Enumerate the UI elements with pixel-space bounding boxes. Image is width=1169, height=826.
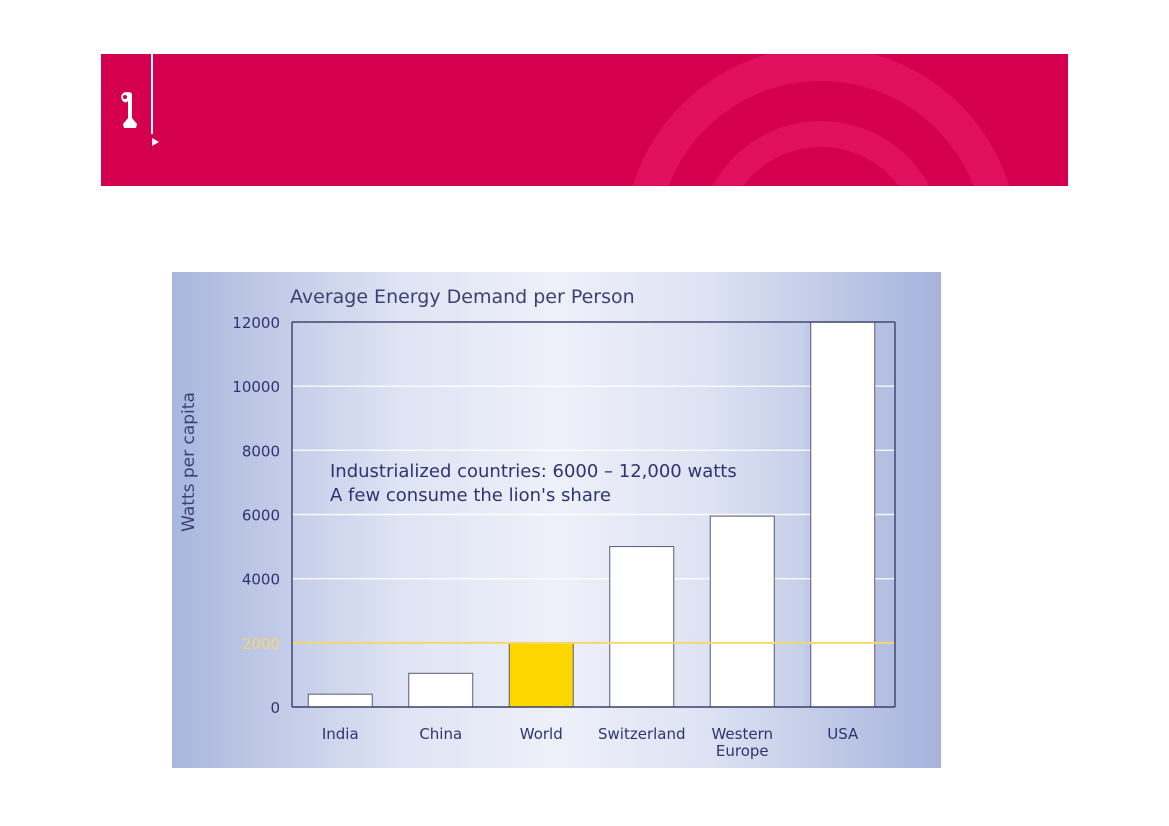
y-tick-label-10000: 10000 [232,378,280,396]
y-tick-label-2000: 2000 [242,635,280,653]
y-axis-label: Watts per capita [179,392,199,532]
bar-china [408,672,474,708]
basel-staff-logo-icon [121,92,137,128]
gridlines [292,321,895,644]
x-tick-label-western-europe: Western Europe [711,725,773,760]
concentric-rings-decoration [632,54,1010,186]
y-tick-label-4000: 4000 [242,571,280,589]
y-tick-label-6000: 6000 [242,507,280,525]
x-tick-label-china: China [419,725,462,743]
bar-switzerland [609,546,675,708]
y-tick-label-0: 0 [270,699,280,717]
bar-india [307,693,373,708]
annotation-line-1: Industrialized countries: 6000 – 12,000 … [330,461,737,482]
x-tick-label-world: World [520,725,563,743]
y-tick-label-12000: 12000 [232,314,280,332]
energy-demand-chart: 0 2000 4000 6000 8000 10000 12000 India China Wo… [179,286,896,760]
y-tick-labels: 0 2000 4000 6000 8000 10000 12000 [232,314,280,717]
play-arrow-icon [152,138,159,146]
x-tick-label-switzerland: Switzerland [598,725,686,743]
x-tick-label-usa: USA [827,725,859,743]
banner-divider [151,54,153,134]
bar-western-europe [709,515,775,708]
header-banner [101,54,1068,186]
annotation-line-2: A few consume the lion's share [330,485,611,506]
y-tick-label-8000: 8000 [242,442,280,460]
chart-title: Average Energy Demand per Person [290,286,635,308]
chart-panel: 0 2000 4000 6000 8000 10000 12000 India China Wo… [172,272,941,768]
bar-world [508,642,574,708]
x-tick-label-india: India [322,725,359,743]
bar-usa [810,321,876,708]
x-tick-labels: India China World Switzerland Western Europe U… [322,725,859,760]
